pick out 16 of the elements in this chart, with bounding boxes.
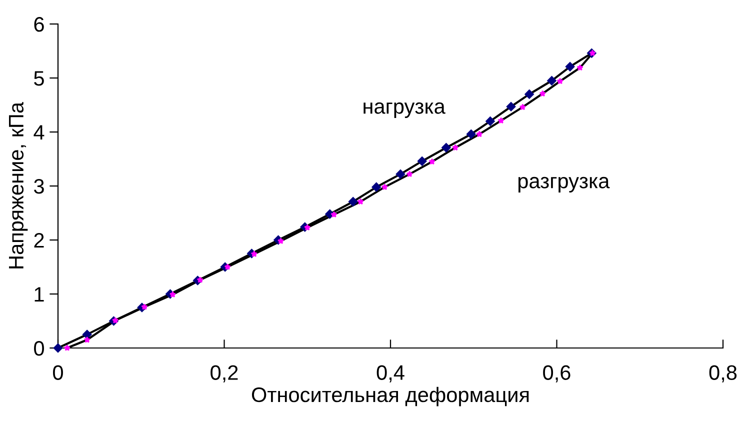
x-tick-label: 0 xyxy=(53,365,63,380)
annotation: разгрузка xyxy=(518,176,610,192)
y-tick-label: 1 xyxy=(34,287,44,302)
y-tick-label: 5 xyxy=(34,71,44,86)
x-tick-label: 0,8 xyxy=(709,365,737,382)
x-tick-label: 0,4 xyxy=(376,365,404,382)
y-axis-title: Напряжение, кПа xyxy=(9,102,28,268)
y-tick-label: 6 xyxy=(34,17,44,32)
x-tick-label: 0,6 xyxy=(543,365,570,382)
x-tick-label: 0,2 xyxy=(210,365,238,382)
annotation: нагрузка xyxy=(364,102,446,118)
x-axis-title: Относительная деформация xyxy=(252,386,529,406)
y-tick-label: 4 xyxy=(34,125,44,140)
y-tick-label: 3 xyxy=(34,179,44,194)
y-tick-label: 0 xyxy=(34,341,44,356)
y-tick-label: 2 xyxy=(34,233,44,248)
